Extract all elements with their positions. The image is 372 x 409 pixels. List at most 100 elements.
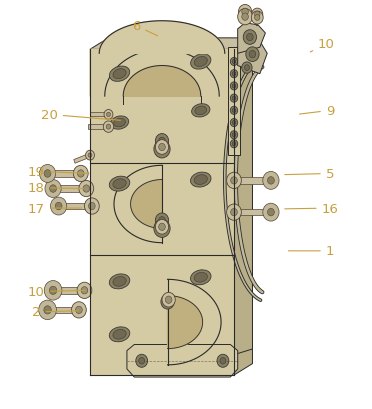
- Circle shape: [103, 121, 113, 133]
- Circle shape: [44, 306, 51, 314]
- Ellipse shape: [194, 175, 208, 185]
- Circle shape: [232, 97, 236, 101]
- Ellipse shape: [113, 330, 126, 339]
- Circle shape: [154, 220, 170, 238]
- Circle shape: [232, 85, 236, 89]
- Circle shape: [232, 121, 236, 125]
- Polygon shape: [90, 50, 234, 375]
- Text: 17: 17: [28, 202, 82, 215]
- Circle shape: [232, 142, 236, 146]
- Circle shape: [44, 170, 51, 178]
- Circle shape: [158, 225, 166, 234]
- Circle shape: [89, 203, 95, 210]
- Ellipse shape: [109, 327, 130, 342]
- Circle shape: [242, 63, 252, 74]
- Polygon shape: [123, 66, 201, 97]
- Text: 2: 2: [32, 306, 78, 319]
- Circle shape: [267, 177, 274, 185]
- Circle shape: [44, 281, 62, 300]
- Ellipse shape: [113, 277, 126, 287]
- Text: 9: 9: [299, 105, 334, 117]
- Circle shape: [83, 185, 90, 193]
- Polygon shape: [55, 288, 84, 294]
- Circle shape: [55, 203, 62, 210]
- Polygon shape: [90, 39, 253, 50]
- Ellipse shape: [110, 117, 129, 130]
- Circle shape: [86, 151, 94, 161]
- Polygon shape: [49, 171, 81, 177]
- Circle shape: [159, 144, 165, 151]
- Polygon shape: [49, 307, 79, 313]
- Circle shape: [84, 198, 99, 215]
- Ellipse shape: [190, 173, 211, 188]
- Ellipse shape: [194, 57, 207, 67]
- Circle shape: [263, 204, 279, 222]
- Ellipse shape: [113, 119, 125, 128]
- Circle shape: [238, 9, 253, 26]
- Ellipse shape: [113, 179, 126, 189]
- Circle shape: [45, 180, 61, 198]
- Circle shape: [76, 306, 82, 314]
- Circle shape: [165, 296, 172, 303]
- Circle shape: [243, 31, 257, 45]
- Polygon shape: [234, 39, 253, 375]
- Text: 19: 19: [28, 166, 89, 178]
- Polygon shape: [74, 154, 91, 164]
- Circle shape: [73, 166, 88, 182]
- Circle shape: [162, 293, 175, 307]
- Text: 1: 1: [288, 245, 334, 258]
- Ellipse shape: [194, 273, 208, 283]
- Circle shape: [246, 48, 259, 62]
- Polygon shape: [88, 125, 109, 130]
- Circle shape: [247, 34, 253, 42]
- Circle shape: [79, 181, 94, 197]
- Polygon shape: [234, 178, 267, 184]
- Circle shape: [136, 354, 148, 367]
- Circle shape: [244, 65, 250, 71]
- Polygon shape: [61, 203, 92, 210]
- Circle shape: [106, 125, 111, 130]
- Circle shape: [232, 133, 236, 137]
- Circle shape: [238, 5, 252, 20]
- Polygon shape: [234, 65, 253, 355]
- Circle shape: [251, 12, 263, 25]
- Circle shape: [155, 140, 169, 155]
- Circle shape: [232, 72, 236, 76]
- Polygon shape: [167, 280, 221, 365]
- Circle shape: [154, 141, 170, 159]
- Circle shape: [230, 131, 238, 139]
- Circle shape: [77, 171, 84, 178]
- Circle shape: [139, 357, 145, 364]
- Ellipse shape: [109, 177, 130, 192]
- Ellipse shape: [192, 104, 210, 118]
- Circle shape: [230, 140, 238, 148]
- Circle shape: [230, 95, 238, 103]
- Polygon shape: [90, 113, 109, 117]
- Circle shape: [242, 9, 248, 16]
- Polygon shape: [131, 180, 162, 229]
- Polygon shape: [228, 48, 240, 156]
- Circle shape: [217, 354, 229, 367]
- Circle shape: [159, 224, 165, 231]
- Circle shape: [254, 12, 260, 18]
- Circle shape: [232, 60, 236, 64]
- Circle shape: [50, 185, 57, 193]
- Text: 5: 5: [285, 168, 334, 180]
- Circle shape: [81, 287, 88, 294]
- Circle shape: [230, 58, 238, 66]
- Circle shape: [227, 173, 241, 189]
- Circle shape: [39, 300, 57, 320]
- Circle shape: [232, 109, 236, 113]
- Ellipse shape: [109, 67, 130, 82]
- Circle shape: [51, 198, 67, 216]
- Polygon shape: [167, 296, 203, 349]
- Polygon shape: [238, 24, 265, 54]
- Ellipse shape: [190, 270, 211, 285]
- Circle shape: [159, 217, 165, 225]
- Circle shape: [220, 357, 226, 364]
- Polygon shape: [238, 38, 267, 74]
- Ellipse shape: [109, 274, 130, 289]
- Circle shape: [267, 209, 274, 216]
- Circle shape: [71, 302, 86, 318]
- Ellipse shape: [190, 55, 211, 70]
